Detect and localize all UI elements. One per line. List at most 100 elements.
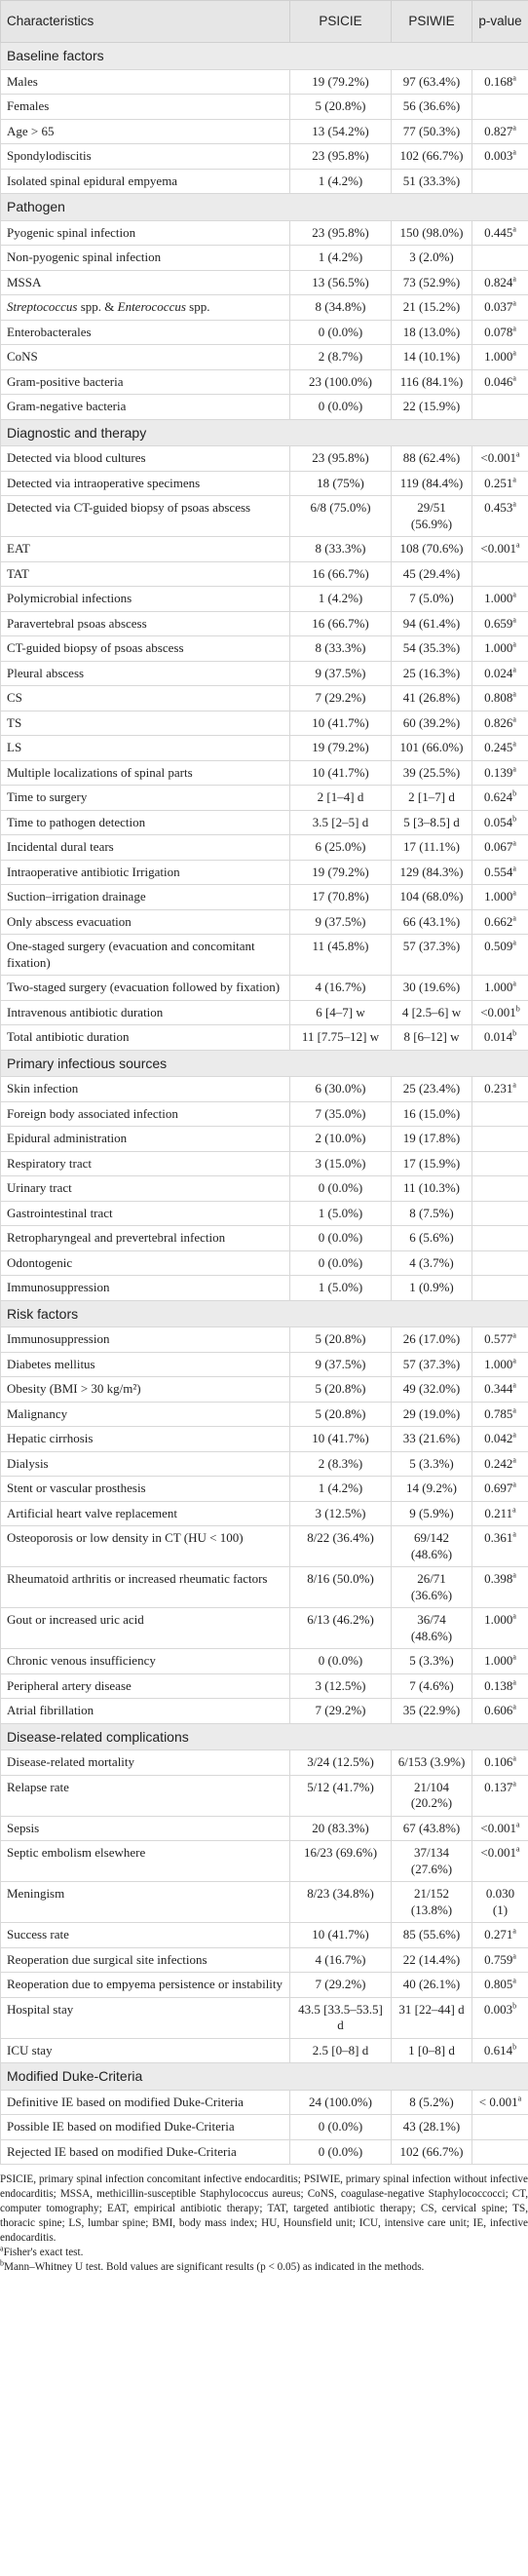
row-label: One-staged surgery (evacuation and conco… (0, 934, 290, 976)
footnote-mark: a (512, 1753, 516, 1763)
data-row: CT-guided biopsy of psoas abscess 8 (33.3… (0, 635, 528, 662)
cell-text: 36/74 (48.6%) (410, 1612, 453, 1643)
value-cell: 2 [1–4] d (289, 785, 392, 811)
value-cell: 22 (14.4%) (391, 1946, 472, 1973)
data-row: Females 5 (20.8%) 56 (36.6%) (0, 94, 528, 120)
cell-text: 1 (4.2%) (318, 591, 363, 605)
row-label: Definitive IE based on modified Duke-Cri… (0, 2089, 290, 2115)
footnote: bMann–Whitney U test. Bold values are si… (0, 2259, 528, 2275)
empty-cell (471, 245, 528, 271)
value-cell: 2 (8.3%) (289, 1450, 392, 1477)
data-row: Rejected IE based on modified Duke-Crite… (0, 2138, 528, 2165)
cell-text: 8 (7.5%) (409, 1205, 454, 1220)
cell-text: 19 (79.2%) (312, 73, 369, 89)
cell-text: 0.759 (484, 1951, 513, 1967)
value-cell: 21 (15.2%) (391, 294, 472, 321)
value-cell: 26/71 (36.6%) (391, 1566, 472, 1608)
value-cell: 9 (37.5%) (289, 908, 392, 935)
cell-text: 19 (79.2%) (312, 864, 369, 879)
data-row: Spondylodiscitis 23 (95.8%) 102 (66.7%) 0.0… (0, 143, 528, 170)
value-cell: 0.106a (471, 1749, 528, 1776)
value-cell: 0.245a (471, 735, 528, 761)
footnote-mark: a (512, 689, 516, 699)
cell-text: 0.361 (484, 1530, 513, 1545)
footnote: PSICIE, primary spinal infection concomi… (0, 2172, 528, 2246)
header-cell: p-value (471, 0, 528, 43)
cell-text: 11 [7.75–12] w (301, 1029, 380, 1044)
data-row: Reoperation due to empyema persistence o… (0, 1972, 528, 1998)
footnote-mark: a (512, 1611, 516, 1621)
cell-text: <0.001 (480, 541, 517, 556)
value-cell: 0.242a (471, 1450, 528, 1477)
cell-text: 2 [1–4] d (317, 789, 364, 804)
value-cell: 3 (12.5%) (289, 1672, 392, 1699)
cell-text: 0.808 (484, 690, 513, 705)
footnote-mark: a (512, 1356, 516, 1365)
data-row: Possible IE based on modified Duke-Crite… (0, 2114, 528, 2140)
cell-text: 0.271 (484, 1927, 513, 1942)
value-cell: 8 (5.2%) (391, 2089, 472, 2115)
footnote-mark: a (512, 475, 516, 484)
row-label: Streptococcus spp. & Enterococcus spp. (0, 294, 290, 321)
cell-text: 0.577 (484, 1331, 513, 1346)
cell-text: <0.001 (480, 1845, 517, 1860)
row-label: ICU stay (0, 2037, 290, 2063)
value-cell: 25 (23.4%) (391, 1076, 472, 1102)
value-cell: 8/23 (34.8%) (289, 1881, 392, 1923)
cell-text: 0.137 (484, 1779, 513, 1794)
value-cell: 14 (10.1%) (391, 344, 472, 370)
footnote-mark: b (512, 814, 517, 824)
cell-text: 10 (41.7%) (312, 764, 369, 780)
value-cell: 21/104 (20.2%) (391, 1774, 472, 1817)
row-label: Non-pyogenic spinal infection (0, 245, 290, 271)
value-cell: 0.054b (471, 809, 528, 835)
section-title: Risk factors (0, 1299, 528, 1327)
value-cell: 3 (12.5%) (289, 1500, 392, 1526)
data-row: Gastrointestinal tract 1 (5.0%) 8 (7.5%) (0, 1200, 528, 1226)
row-label: Epidural administration (0, 1126, 290, 1152)
footnote-mark: a (512, 1779, 516, 1788)
cell-text: 16/23 (69.6%) (303, 1845, 378, 1860)
value-cell: 6/153 (3.9%) (391, 1749, 472, 1776)
data-row: Urinary tract 0 (0.0%) 11 (10.3%) (0, 1175, 528, 1202)
footnote-mark: b (512, 2042, 517, 2052)
value-cell: 0.361a (471, 1525, 528, 1567)
value-cell: 43.5 [33.5–53.5] d (289, 1996, 392, 2039)
value-cell: 88 (62.4%) (391, 445, 472, 472)
cell-text: 1 (5.0%) (318, 1280, 363, 1294)
data-row: Gout or increased uric acid 6/13 (46.2%) 3… (0, 1607, 528, 1649)
label-part: spp. (185, 299, 210, 314)
cell-text: 0.659 (484, 615, 513, 631)
empty-cell (471, 394, 528, 420)
value-cell: 5 (20.8%) (289, 94, 392, 120)
cell-text: 3 (12.5%) (315, 1677, 366, 1693)
cell-text: 6 (25.0%) (315, 839, 366, 854)
cell-text: 1.000 (484, 889, 513, 904)
row-label: Skin infection (0, 1076, 290, 1102)
data-row: Suction–irrigation drainage 17 (70.8%) 104… (0, 884, 528, 910)
value-cell: 1 (0.9%) (391, 1275, 472, 1301)
data-row: Definitive IE based on modified Duke-Cri… (0, 2089, 528, 2115)
cell-text: 0 (0.0%) (318, 1230, 363, 1245)
value-cell: 7 (29.2%) (289, 685, 392, 711)
cell-text: 0.231 (484, 1081, 513, 1096)
data-row: Detected via blood cultures 23 (95.8%) 88 … (0, 445, 528, 472)
footnote-mark: a (512, 1570, 516, 1580)
cell-text: 7 (35.0%) (315, 1105, 366, 1121)
cell-text: 5 (3.3%) (409, 1455, 454, 1471)
cell-text: 43 (28.1%) (402, 2119, 461, 2134)
row-label: Age > 65 (0, 118, 290, 144)
value-cell: 97 (63.4%) (391, 68, 472, 95)
data-row: Success rate 10 (41.7%) 85 (55.6%) 0.271a (0, 1922, 528, 1948)
value-cell: 33 (21.6%) (391, 1426, 472, 1452)
cell-text: 0.211 (484, 1505, 513, 1520)
value-cell: 16/23 (69.6%) (289, 1840, 392, 1882)
value-cell: 0.211a (471, 1500, 528, 1526)
value-cell: 0.231a (471, 1076, 528, 1102)
cell-text: 24 (100.0%) (309, 2094, 372, 2109)
cell-text: 0.042 (484, 1431, 513, 1445)
value-cell: 10 (41.7%) (289, 710, 392, 736)
empty-cell (471, 2114, 528, 2140)
footnote-mark: a (512, 938, 516, 947)
